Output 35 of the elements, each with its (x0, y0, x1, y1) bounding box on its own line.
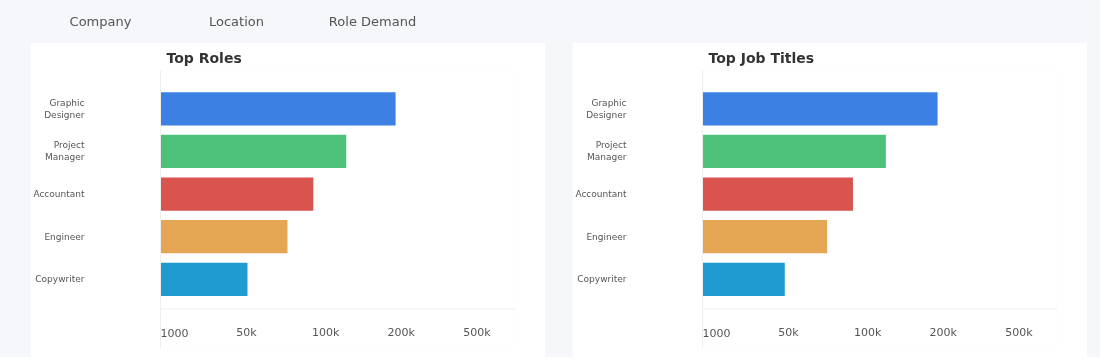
text: 500k (1005, 326, 1034, 340)
text: 200k (929, 326, 958, 340)
text: 100k (311, 326, 340, 340)
text: Location (209, 14, 264, 29)
text: 50k (778, 326, 800, 340)
bar (702, 177, 853, 211)
bar (702, 134, 886, 169)
text: Role Demand (328, 14, 417, 29)
bar (160, 177, 314, 211)
y-tick-label: Graphic Designer (586, 97, 627, 120)
text: Company (69, 14, 132, 29)
bar (160, 220, 288, 254)
y-tick-label: Copywriter (35, 274, 85, 285)
text: 200k (387, 326, 416, 340)
bar (702, 92, 938, 126)
y-tick-label: Project Manager (587, 140, 627, 163)
text: 500k (463, 326, 492, 340)
y-tick-label: Engineer (586, 231, 627, 242)
bar (160, 134, 347, 169)
text: 50k (236, 326, 258, 340)
y-tick-label: Engineer (44, 231, 85, 242)
chart-title: Top Roles (166, 49, 242, 66)
text: 1000 (702, 326, 731, 340)
bar (160, 262, 248, 296)
bar (702, 220, 828, 254)
y-tick-label: Accountant (575, 189, 627, 200)
bar (160, 92, 396, 126)
y-tick-label: Project Manager (45, 140, 85, 163)
y-tick-label: Accountant (33, 189, 85, 200)
bar (702, 262, 785, 296)
y-tick-label: Copywriter (577, 274, 627, 285)
y-tick-label: Graphic Designer (44, 97, 85, 120)
chart-title: Top Job Titles (708, 49, 815, 66)
text: 100k (853, 326, 882, 340)
text: 1000 (160, 326, 189, 340)
